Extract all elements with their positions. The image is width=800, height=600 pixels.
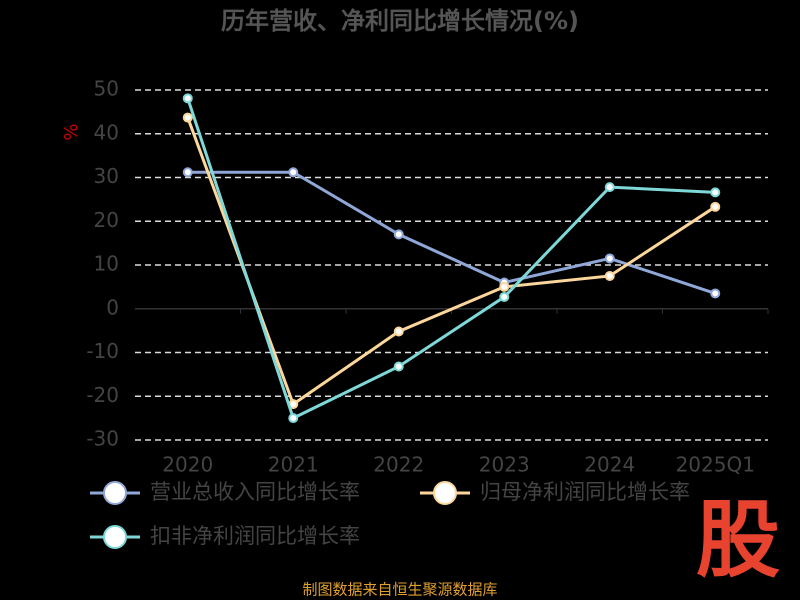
- y-axis-label: %: [61, 123, 82, 140]
- data-point: [288, 413, 299, 424]
- x-tick-label: 2021: [268, 453, 319, 477]
- legend-label: 营业总收入同比增长率: [150, 480, 360, 504]
- series-line: [186, 117, 717, 407]
- data-point: [182, 167, 193, 178]
- legend-label: 归母净利润同比增长率: [480, 480, 690, 504]
- y-tick-label: 0: [106, 295, 119, 319]
- x-tick-label: 2025Q1: [676, 453, 755, 477]
- data-point: [604, 182, 615, 193]
- y-tick-label: 20: [94, 208, 119, 232]
- data-point: [182, 112, 193, 123]
- data-point: [710, 187, 721, 198]
- y-tick-label: 50: [94, 77, 119, 101]
- data-point: [499, 291, 510, 302]
- data-point: [710, 201, 721, 212]
- y-tick-label: 30: [94, 164, 119, 188]
- logo: 股: [696, 491, 780, 589]
- x-tick-label: 2022: [373, 453, 424, 477]
- legend-marker: [103, 481, 127, 505]
- y-tick-label: -30: [86, 427, 119, 451]
- x-tick-label: 2024: [584, 453, 635, 477]
- data-point: [393, 361, 404, 372]
- data-point: [182, 93, 193, 104]
- legend-marker: [433, 481, 457, 505]
- series-line: [186, 97, 716, 421]
- data-point: [710, 288, 721, 299]
- legend-marker: [103, 525, 127, 549]
- y-tick-label: -10: [86, 339, 119, 363]
- data-point: [604, 253, 615, 264]
- legend-label: 扣非净利润同比增长率: [150, 524, 360, 548]
- data-point: [393, 229, 404, 240]
- data-point: [604, 270, 615, 281]
- y-tick-label: 10: [94, 252, 119, 276]
- y-tick-label: 40: [94, 120, 119, 144]
- data-point: [499, 281, 510, 292]
- data-point: [288, 167, 299, 178]
- y-tick-label: -20: [86, 383, 119, 407]
- x-tick-label: 2020: [162, 453, 213, 477]
- chart-title: 历年营收、净利同比增长情况(%): [221, 7, 579, 35]
- x-tick-label: 2023: [479, 453, 530, 477]
- source-note: 制图数据来自恒生聚源数据库: [302, 581, 497, 599]
- data-point: [393, 326, 404, 337]
